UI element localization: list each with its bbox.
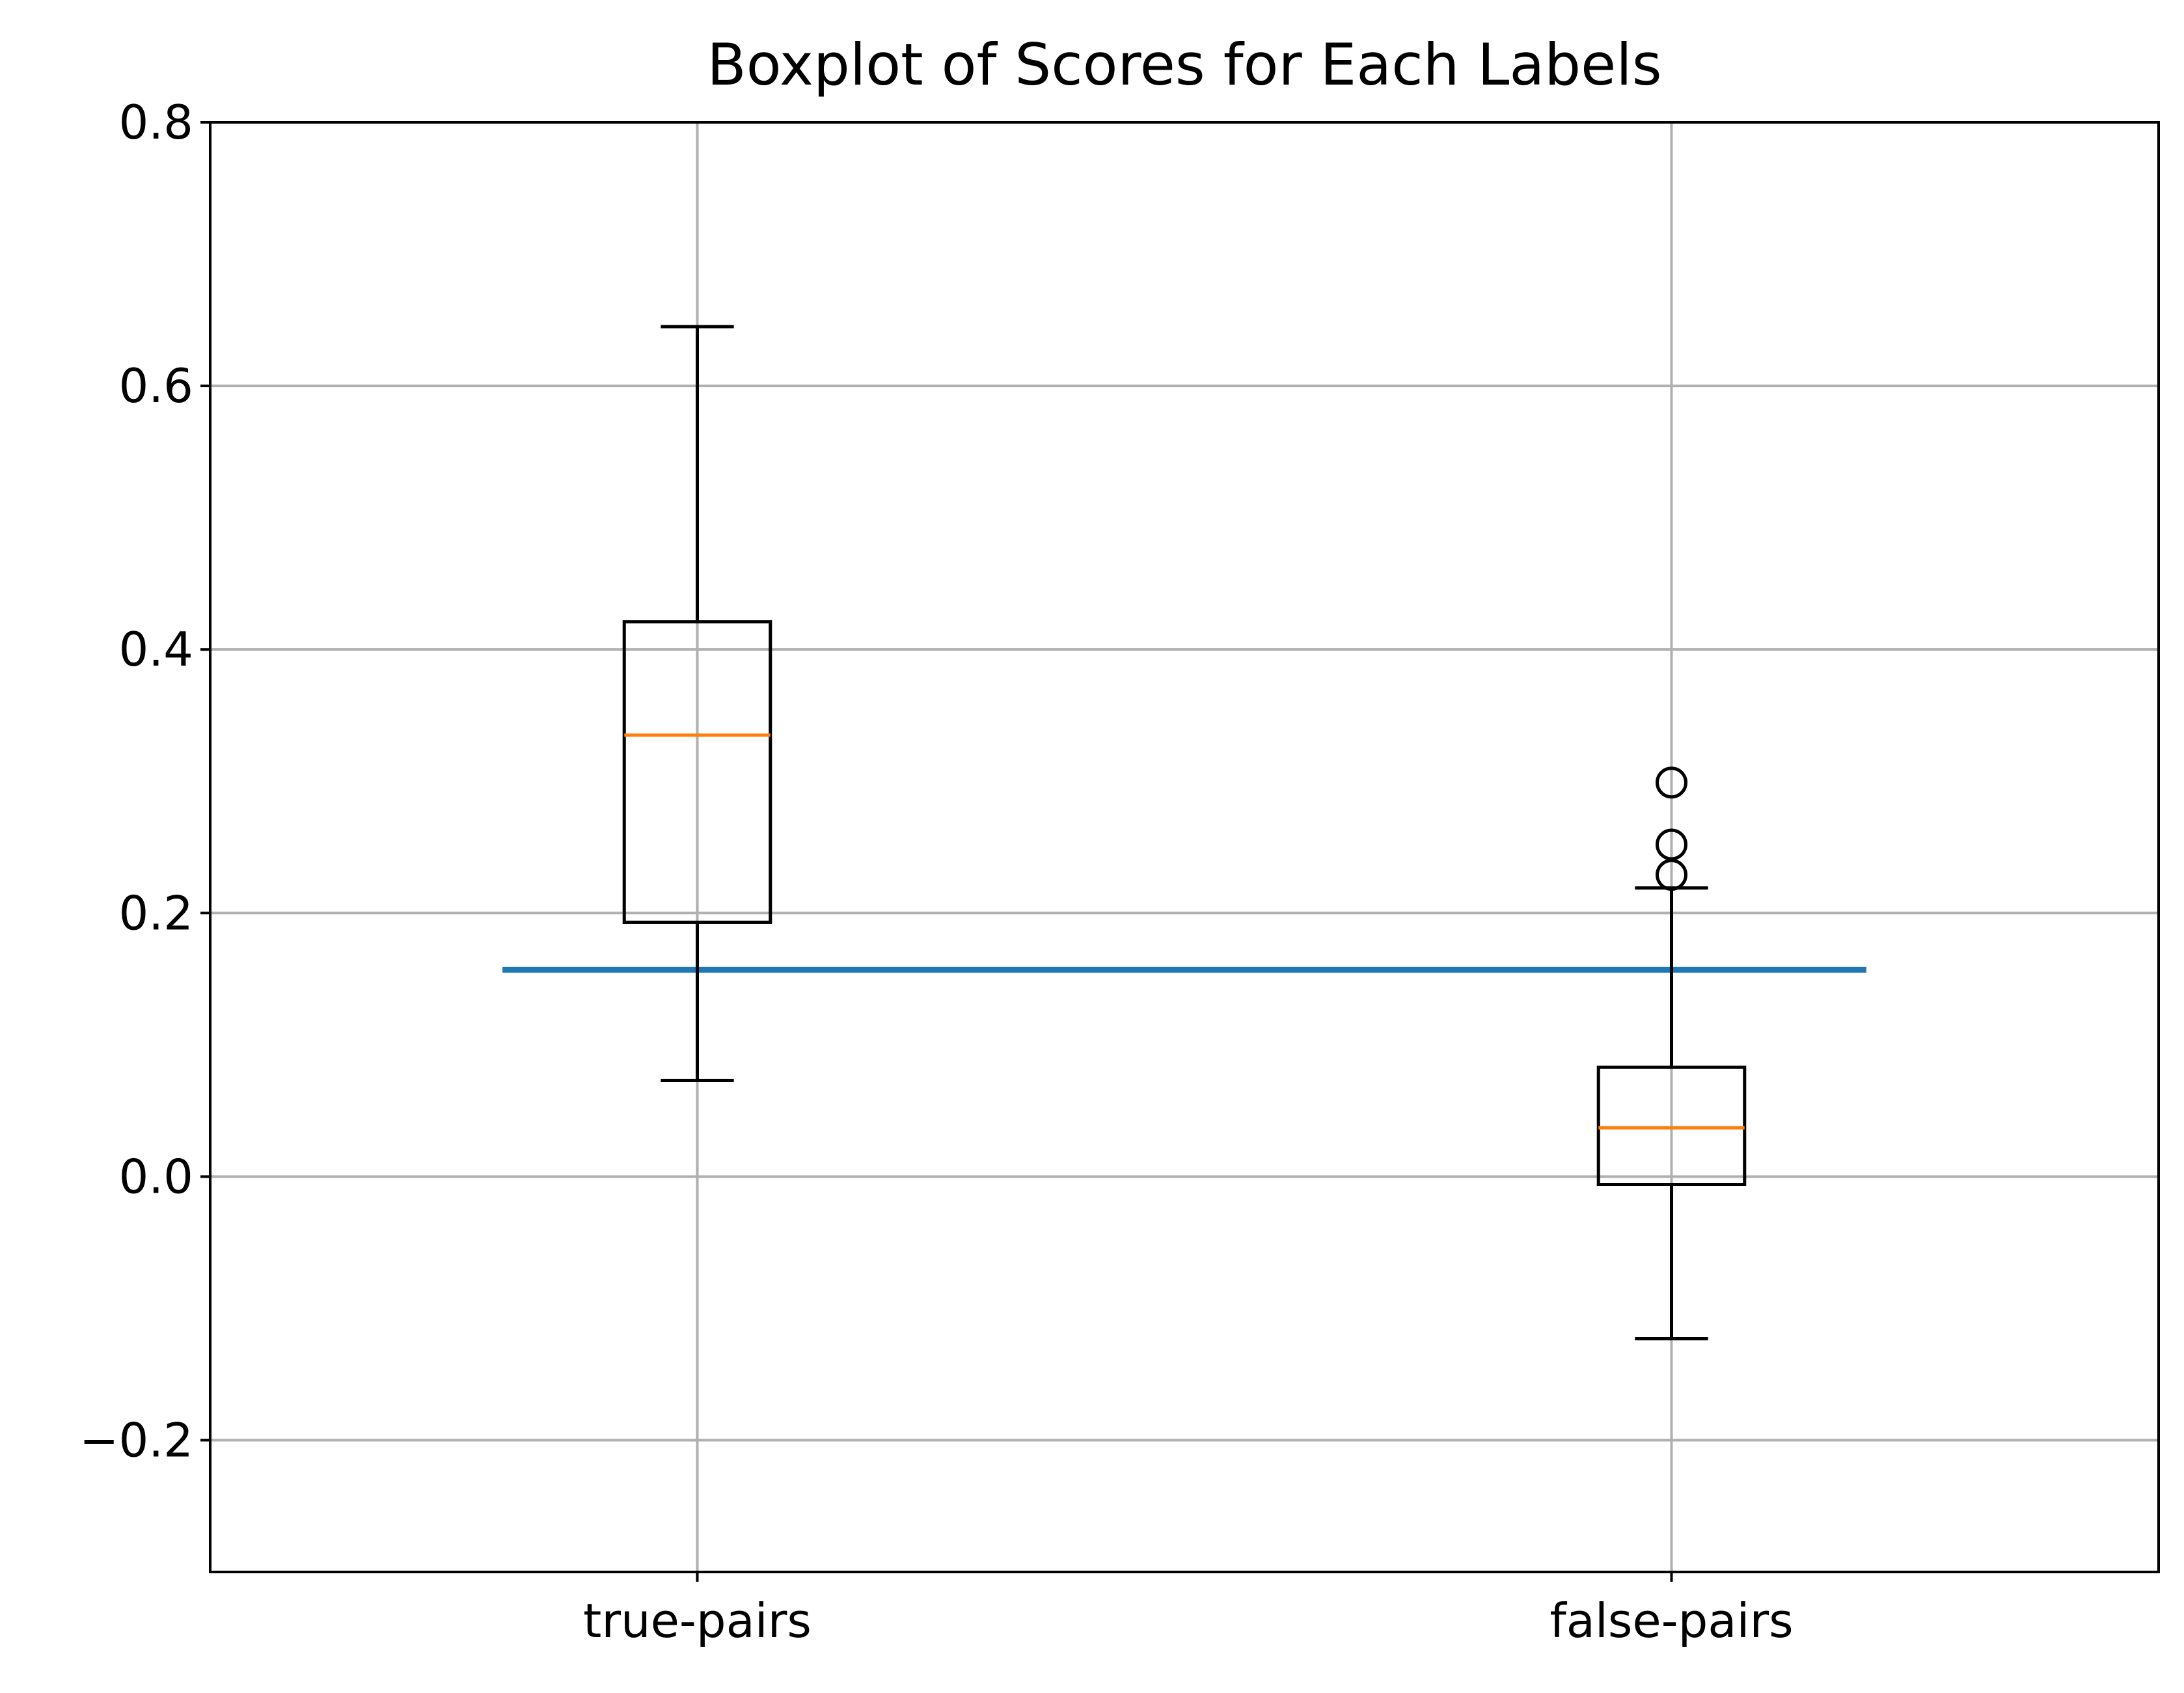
outlier-point xyxy=(1656,828,1687,861)
outlier-point xyxy=(1656,766,1687,799)
y-tick-label: 0.2 xyxy=(118,886,193,940)
y-tick-label: −0.2 xyxy=(79,1413,193,1467)
x-tick-label: true-pairs xyxy=(583,1593,812,1648)
plot-frame xyxy=(209,121,2160,1573)
box-layer xyxy=(622,325,1747,1340)
chart-title: Boxplot of Scores for Each Labels xyxy=(707,31,1661,98)
box-false-pairs xyxy=(1596,766,1747,1340)
y-tick-label: 0.8 xyxy=(118,95,193,150)
y-tick-label: 0.0 xyxy=(118,1149,193,1204)
iqr-box xyxy=(1596,1065,1747,1187)
axes: −0.2 0.0 0.2 0.4 0.6 0.8 true-pairs false-pairs xyxy=(79,95,1793,1648)
y-tick-label: 0.6 xyxy=(118,359,193,413)
box-true-pairs xyxy=(622,325,772,1083)
outlier-point xyxy=(1656,859,1687,891)
iqr-box xyxy=(622,620,772,924)
y-tick-label: 0.4 xyxy=(118,622,193,677)
x-tick-label: false-pairs xyxy=(1549,1593,1793,1648)
